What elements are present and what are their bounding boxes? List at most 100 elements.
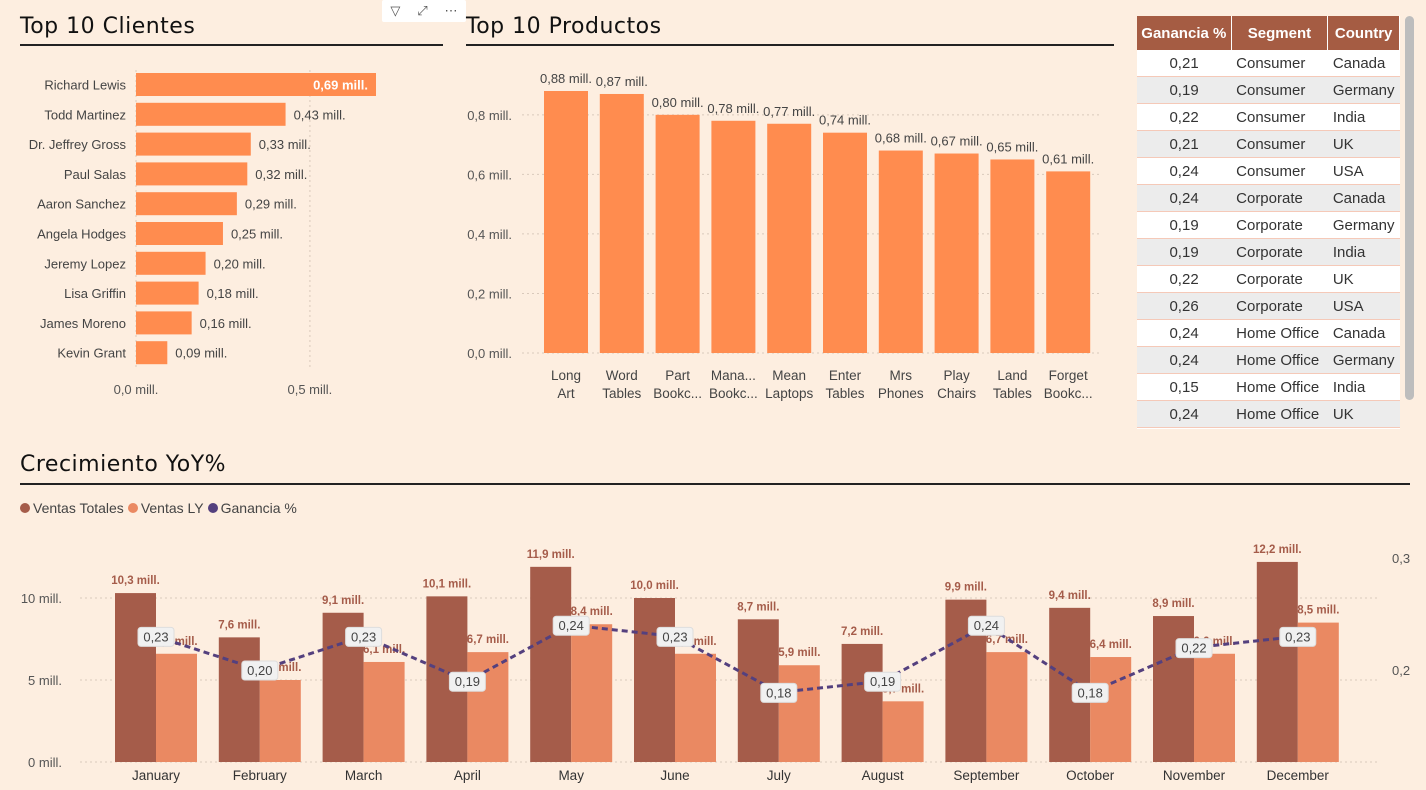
cell-segment: Corporate <box>1231 238 1328 266</box>
clientes-panel: Top 10 Clientes ▽ ⤢ ⋯ 0,0 mill. 0,5 mill.… <box>0 0 466 425</box>
productos-title: Top 10 Productos <box>466 14 662 39</box>
cell-ganancia: 0,24 <box>1137 319 1232 347</box>
data-label: 0,87 mill. <box>596 74 648 89</box>
filter-icon[interactable]: ▽ <box>390 3 401 18</box>
category-label: Play <box>943 368 970 383</box>
data-label: 0,43 mill. <box>294 107 346 122</box>
column-header-country[interactable]: Country <box>1327 16 1400 50</box>
data-label: 0,18 mill. <box>207 286 259 301</box>
bar <box>136 281 199 305</box>
cell-segment: Home Office <box>1231 319 1328 347</box>
cell-ganancia: 0,24 <box>1137 184 1232 212</box>
category-label: Art <box>557 386 575 401</box>
cell-segment: Corporate <box>1231 265 1328 293</box>
category-label: Long <box>551 368 581 383</box>
category-label: Mrs <box>890 368 913 383</box>
cell-segment: Home Office <box>1231 400 1328 428</box>
more-options-icon[interactable]: ⋯ <box>444 3 458 18</box>
y-tick-label: 0,4 mill. <box>467 227 512 242</box>
table-row[interactable]: 0,24 Corporate Canada <box>1137 184 1400 212</box>
table-row[interactable]: 0,15 Home Office India <box>1137 373 1400 401</box>
cell-ganancia: 0,21 <box>1137 130 1232 158</box>
column-header-segment[interactable]: Segment <box>1231 16 1329 50</box>
bar <box>136 102 286 126</box>
cell-segment: Corporate <box>1231 184 1328 212</box>
cell-country: UK <box>1327 400 1400 428</box>
cell-ganancia: 0,19 <box>1137 76 1232 104</box>
category-label: Mana... <box>711 368 756 383</box>
category-label: Todd Martinez <box>44 107 126 122</box>
table-row[interactable]: 0,21 Consumer UK <box>1137 130 1400 158</box>
table-scrollbar[interactable] <box>1405 16 1414 400</box>
data-label: 0,09 mill. <box>175 346 227 361</box>
category-label: Aaron Sanchez <box>37 197 126 212</box>
bar <box>136 73 376 96</box>
productos-title-rule <box>466 44 1114 46</box>
y-tick-label: 0,0 mill. <box>467 346 512 361</box>
table-row[interactable]: 0,22 Corporate UK <box>1137 265 1400 293</box>
data-label: 0,80 mill. <box>652 95 704 110</box>
bar <box>599 93 644 354</box>
table-row[interactable]: 0,19 Corporate Germany <box>1137 211 1400 239</box>
table-row[interactable]: 0,24 Home Office Canada <box>1137 319 1400 347</box>
cell-country: USA <box>1327 157 1400 185</box>
data-label: 0,25 mill. <box>231 227 283 242</box>
table-row[interactable]: 0,24 Home Office Germany <box>1137 346 1400 374</box>
category-label: James Moreno <box>40 316 126 331</box>
legend-dot <box>20 503 30 513</box>
cell-ganancia: 0,26 <box>1137 292 1232 320</box>
data-label: 0,65 mill. <box>986 139 1038 154</box>
category-label: Tables <box>602 386 641 401</box>
bar <box>544 91 588 353</box>
yoy-legend: Ventas Totales Ventas LY Ganancia % <box>20 500 297 516</box>
yoy-panel: Crecimiento YoY% <box>0 440 1426 790</box>
x-tick-label: 0,0 mill. <box>114 382 159 397</box>
legend-item-ganancia[interactable]: Ganancia % <box>207 500 297 516</box>
category-label: Laptops <box>765 386 813 401</box>
cell-country: Germany <box>1327 211 1400 239</box>
data-label: 0,20 mill. <box>214 256 266 271</box>
y-tick-label: 0,6 mill. <box>467 167 512 182</box>
bar <box>136 192 237 216</box>
cell-segment: Home Office <box>1231 346 1328 374</box>
legend-dot <box>207 503 218 513</box>
clientes-title: Top 10 Clientes <box>20 14 196 39</box>
category-label: Kevin Grant <box>57 346 126 361</box>
clientes-chart: 0,0 mill. 0,5 mill. Richard Lewis 0,69 mill… <box>29 70 376 397</box>
category-label: Bookc... <box>709 386 758 401</box>
cell-segment: Consumer <box>1231 103 1328 131</box>
category-label: Bookc... <box>653 386 702 401</box>
bar <box>990 159 1035 353</box>
cell-country: India <box>1327 238 1400 266</box>
table-row[interactable]: 0,26 Corporate USA <box>1137 292 1400 320</box>
clientes-title-rule <box>20 44 443 46</box>
table-row[interactable]: 0,19 Consumer Germany <box>1137 76 1400 104</box>
legend-item-ventas-totales[interactable]: Ventas Totales <box>20 500 124 516</box>
y-tick-label: 0,2 mill. <box>467 286 512 301</box>
legend-label: Ventas Totales <box>33 500 124 516</box>
legend-item-ventas-ly[interactable]: Ventas LY <box>127 500 204 516</box>
focus-mode-icon[interactable]: ⤢ <box>417 3 428 18</box>
table-row[interactable]: 0,22 Consumer India <box>1137 103 1400 131</box>
table-row[interactable]: 0,19 Corporate India <box>1137 238 1400 266</box>
yoy-title-rule <box>20 483 1410 485</box>
cell-segment: Corporate <box>1231 211 1328 239</box>
data-label: 0,88 mill. <box>540 71 592 86</box>
table-row[interactable]: 0,21 Consumer Canada <box>1137 50 1400 77</box>
category-label: Richard Lewis <box>44 78 126 93</box>
x-tick-label: 0,5 mill. <box>288 382 333 397</box>
category-label: Phones <box>878 386 924 401</box>
category-label: Land <box>997 368 1027 383</box>
bar <box>136 311 192 335</box>
cell-ganancia: 0,24 <box>1137 346 1232 374</box>
cell-country: Germany <box>1327 76 1400 104</box>
cell-segment: Consumer <box>1231 76 1328 104</box>
cell-segment: Home Office <box>1231 373 1328 401</box>
table-row[interactable]: 0,24 Consumer USA <box>1137 157 1400 185</box>
bar <box>934 153 979 353</box>
column-header-ganancia[interactable]: Ganancia % <box>1137 16 1232 50</box>
cell-country: UK <box>1327 130 1400 158</box>
bar <box>136 132 251 156</box>
table-row[interactable]: 0,24 Home Office UK <box>1137 400 1400 428</box>
cell-ganancia: 0,19 <box>1137 211 1232 239</box>
